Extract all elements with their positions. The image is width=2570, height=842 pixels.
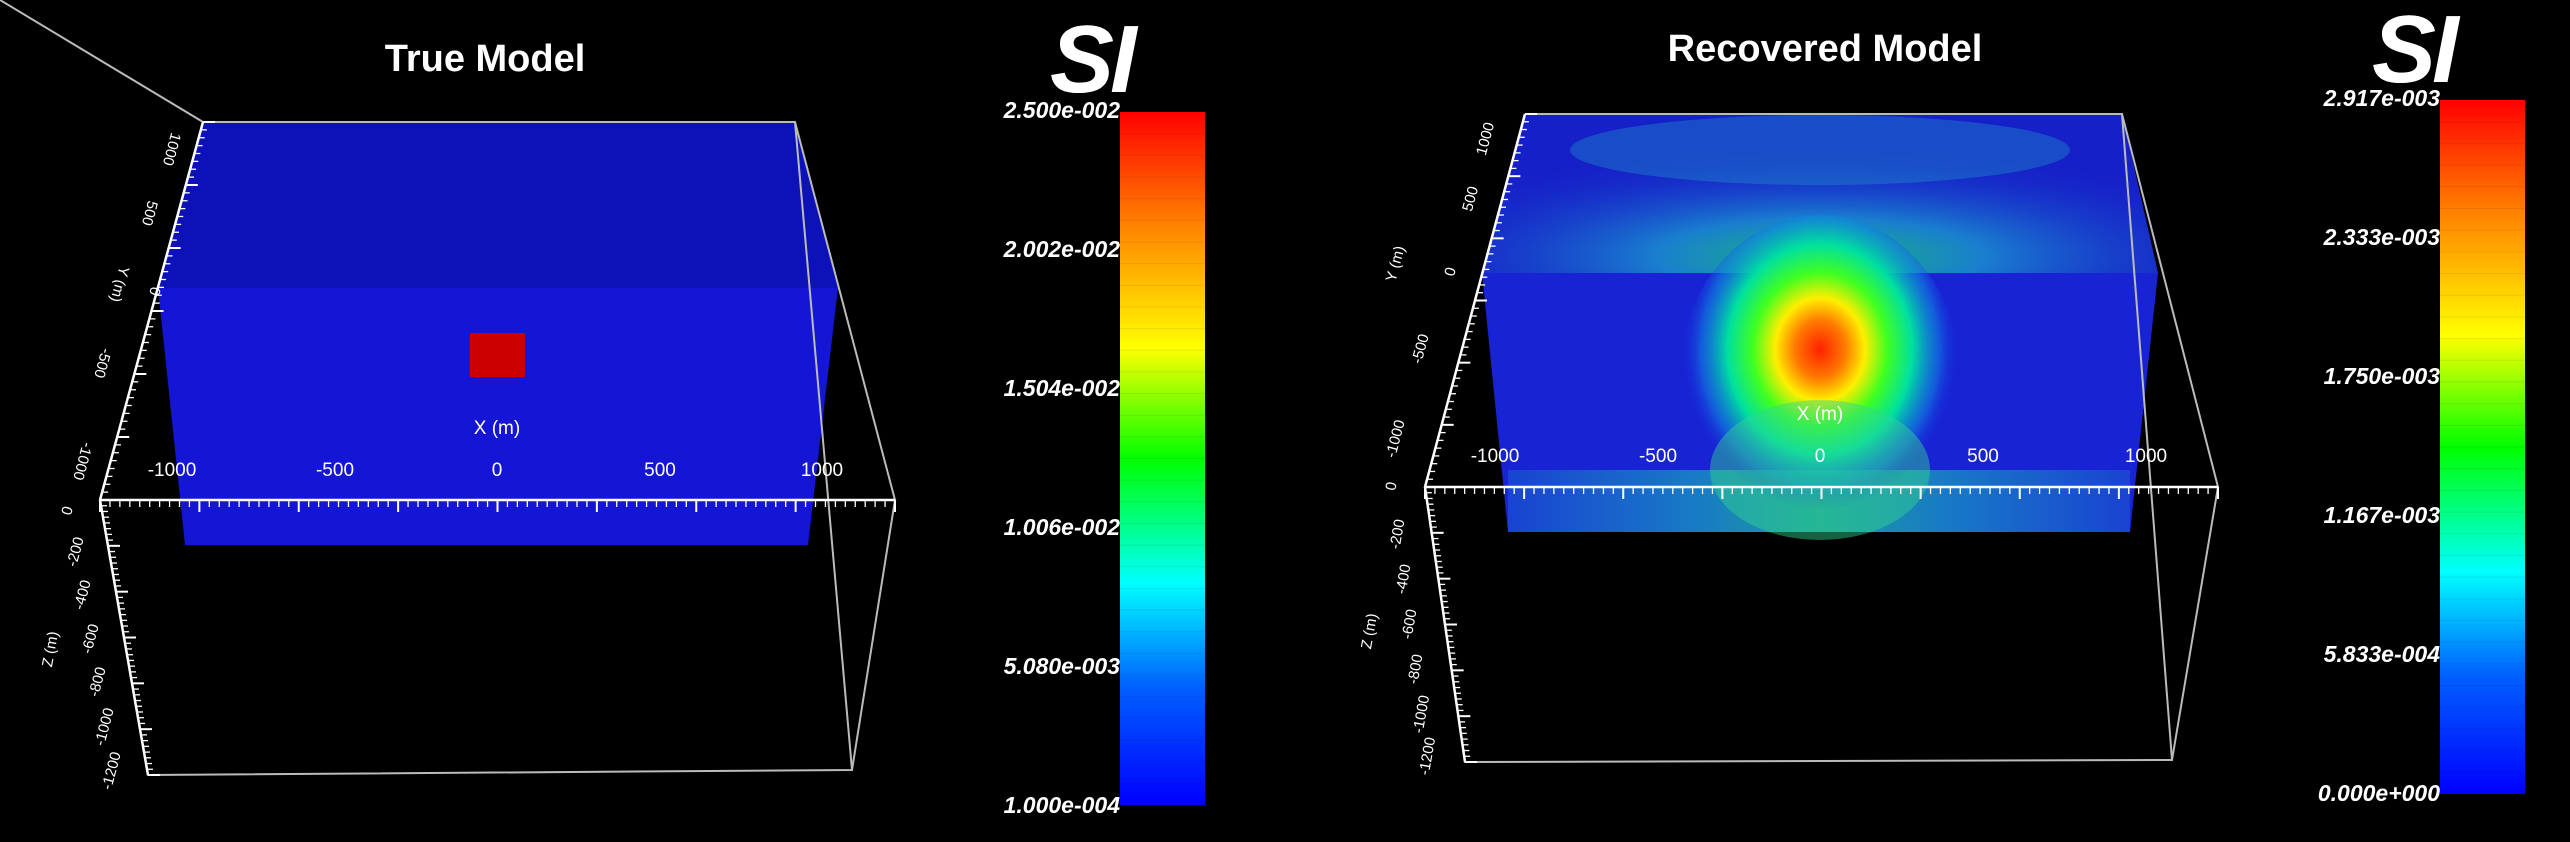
z-tick-label: -400 [71,578,95,611]
y-tick-label: -500 [90,346,114,379]
colorbar-bands [2440,121,2525,773]
colorbar-tick-label: 1.000e-004 [1003,792,1120,818]
x-tick-label: 1000 [2125,446,2167,467]
colorbar-tick-label: 2.500e-002 [1003,97,1120,123]
z-tick-label: -1200 [1416,736,1439,777]
z-tick-label: -800 [86,665,110,698]
recovered-model-panel: -1000 -500 0 500 1000 X (m) 0 -200 -400 … [1358,100,2525,794]
z-tick-label: -200 [64,535,88,568]
y-axis-ticks [1425,113,1537,488]
y-tick-label: -500 [1409,332,1433,365]
true-model-panel: -1000 -500 0 500 1000 X (m) 0 -200 -400 … [0,0,1205,805]
unit-label: SI [1050,6,1137,113]
x-tick-label: -1000 [1471,446,1520,467]
y-axis-label: Y (m) [106,264,132,304]
z-tick-label: -1200 [98,750,124,791]
colorbar [1120,112,1205,805]
colorbar-tick-label: 5.833e-004 [2323,641,2440,667]
y-axis-ticks [100,121,215,501]
y-tick-label: -1000 [69,440,95,481]
z-tick-label: -200 [1387,518,1409,551]
colorbar-tick-label: 2.333e-003 [2323,224,2440,250]
colorbar-bands [1120,133,1205,784]
z-tick-label: -800 [1405,653,1427,686]
z-axis-ticks [100,499,160,776]
colorbar [2440,100,2525,794]
colorbar-tick-label: 2.002e-002 [1003,236,1120,262]
recovered-anomaly [1680,215,1960,535]
z-tick-label: -600 [1399,608,1421,641]
y-tick-label: -1000 [1382,418,1408,459]
colorbar-tick-label: 0.000e+000 [2317,780,2440,806]
z-tick-label: -600 [79,622,103,655]
x-axis-minor-ticks [99,500,896,512]
colorbar-tick-label: 5.080e-003 [1003,653,1120,679]
y-tick-label: 1000 [1473,121,1498,158]
z-axis-ticks [1425,486,1477,763]
z-axis-label: Z (m) [39,630,62,668]
z-tick-label: 0 [58,505,77,517]
x-axis-minor-ticks [1424,487,2219,499]
z-tick-label: -1000 [1410,694,1433,735]
unit-label: SI [2372,0,2459,103]
x-tick-label: 0 [1815,446,1826,467]
x-axis-label: X (m) [1797,404,1843,425]
y-tick-label: 0 [1441,266,1460,278]
x-tick-label: -1000 [148,460,197,481]
y-tick-label: 1000 [159,131,184,168]
x-tick-label: 500 [1967,446,1999,467]
x-tick-label: 500 [644,460,676,481]
y-tick-label: 500 [1459,185,1482,214]
colorbar-tick-label: 1.504e-002 [1003,375,1120,401]
model-front-face [158,288,838,545]
colorbar-tick-label: 1.167e-003 [2323,502,2440,528]
colorbar-tick-label: 1.750e-003 [2323,363,2440,389]
top-face-halo [1570,115,2070,185]
y-tick-label: 500 [138,199,161,228]
panel-title: True Model [384,38,586,80]
x-tick-label: -500 [1639,446,1677,467]
top-face-shading [1482,114,2158,273]
x-axis-label: X (m) [474,418,520,439]
panel-title: Recovered Model [1667,28,1983,70]
x-tick-label: -500 [316,460,354,481]
recovered-anomaly-plume [1710,400,1930,540]
x-tick-label: 0 [492,460,503,481]
x-tick-label: 1000 [801,460,843,481]
z-tick-label: -1000 [91,706,117,747]
colorbar-tick-label: 2.917e-003 [2323,85,2440,111]
anomaly-block [470,333,525,377]
z-axis-label: Z (m) [1358,612,1381,650]
z-tick-label: 0 [1382,481,1400,492]
model-top-face [158,122,838,288]
y-axis-label: Y (m) [1383,244,1409,284]
z-tick-label: -400 [1393,563,1415,596]
colorbar-tick-label: 1.006e-002 [1003,514,1120,540]
